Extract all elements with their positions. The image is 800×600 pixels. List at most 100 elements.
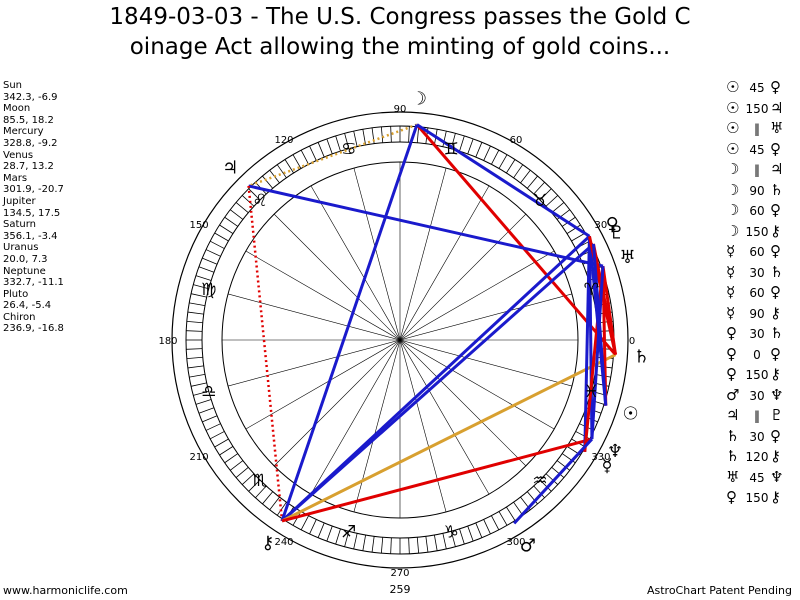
planet-name: Sun [3,80,23,91]
aspect-row: ☉ 150 ♃ [726,98,788,119]
planet-glyph: ⚷ [770,447,781,465]
aspect-angle: 0 [753,347,761,362]
degree-tick [380,126,384,143]
degree-tick [195,275,212,281]
planet-coords: 26.4, -5.4 [3,300,52,312]
aspect-angle: ‖ [754,163,760,177]
degree-label: 270 [390,568,409,579]
degree-tick [442,533,447,550]
degree-tick [189,302,206,307]
degree-tick [459,135,465,152]
degree-tick [224,453,239,464]
website-credit: www.harmoniclife.com [3,584,128,597]
aspect-row: ☽ ‖ ♃ [726,159,788,180]
degree-tick [292,154,302,169]
aspect-angle: 30 [749,265,765,280]
degree-tick [344,133,350,149]
planet-name: Mars [3,172,28,184]
zodiac-sign-glyph: ♎ [201,382,216,402]
degree-tick [193,390,209,396]
planet-glyph: ☉ [726,119,740,137]
planet-glyph: ☉ [726,78,740,96]
aspect-angle: 30 [749,429,765,444]
degree-tick [186,356,203,360]
aspect-row: ♅ 45 ♆ [726,467,788,488]
planet-glyph: ♃ [222,157,238,178]
aspect-row: ☉ ‖ ♅ [726,118,788,139]
degree-label: 90 [394,104,407,115]
degree-tick [491,515,500,531]
degree-label: 60 [510,135,523,146]
aspect-angle: 60 [749,245,765,259]
aspect-line [281,353,617,523]
degree-tick [475,522,483,538]
planet-glyph: ♄ [770,180,784,199]
aspect-row: ♀ 150 ⚷ [726,487,788,508]
zodiac-sign-glyph: ♈ [584,280,599,300]
planet-glyph: ☿ [726,283,736,301]
aspect-angle: 120 [745,450,769,464]
degree-tick [416,537,420,554]
planet-glyph: ♅ [619,247,635,268]
degree-tick [235,202,249,214]
planet-glyph: ☽ [726,160,740,178]
degree-tick [309,145,317,161]
degree-tick [186,320,203,324]
aspect-line [281,437,593,523]
degree-tick [187,311,204,315]
planet-coords: 20.0, 7.3 [3,253,48,265]
chart-title-line-1: 1849-03-03 - The U.S. Congress passes th… [109,4,691,30]
aspect-row: ♄ 30 ♀ [726,426,788,447]
degree-tick [551,202,565,214]
zodiac-sign-glyph: ♑ [444,522,459,542]
degree-label: 240 [274,537,293,548]
aspect-line [591,243,608,406]
planet-glyph: ♇ [609,222,625,243]
degree-tick [566,224,581,234]
planet-name: Venus [3,149,34,161]
chart-title-line-2: oinage Act allowing the minting of gold … [129,34,671,60]
degree-tick [433,534,438,551]
planet-glyph: ♀ [770,344,781,363]
planet-name: Pluto [3,288,29,300]
degree-tick [416,126,420,143]
planet-coords: 342.3, -6.9 [3,91,58,103]
degree-tick [498,511,508,526]
degree-tick [205,423,221,431]
degree-tick [262,175,274,189]
planet-glyph: ♅ [770,119,784,137]
bottom-degree-value: 259 [390,583,411,596]
aspect-line [590,266,605,440]
planet-glyph: ☽ [726,201,740,219]
planet-name: Saturn [3,219,37,231]
degree-tick [362,129,367,146]
planet-glyph: ♇ [770,406,784,424]
degree-tick [545,195,559,207]
aspect-row: ♀ 30 ♄ [726,323,788,344]
degree-tick [317,522,325,538]
degree-tick [513,164,524,179]
degree-tick [571,232,586,242]
aspect-row: ☿ 90 ⚷ [726,303,788,324]
degree-tick [362,534,367,551]
degree-tick [408,537,410,554]
degree-tick [533,485,545,499]
aspect-angle: 90 [749,306,765,321]
aspect-line [248,123,418,188]
aspect-row: ☿ 30 ♄ [726,262,788,283]
degree-tick [556,460,571,471]
aspect-line [592,243,617,355]
zodiac-sign-glyph: ♐ [341,522,356,542]
planet-glyph: ☿ [601,455,612,476]
degree-tick [475,142,483,158]
degree-tick [202,415,218,423]
aspect-angle: 150 [745,101,769,116]
degree-tick [195,399,212,405]
planet-glyph: ♄ [726,426,740,445]
planet-glyph: ⚷ [261,533,274,554]
degree-tick [353,130,358,147]
planet-glyph: ♀ [770,78,781,96]
planet-glyph: ♀ [726,344,737,363]
degree-tick [214,438,229,448]
